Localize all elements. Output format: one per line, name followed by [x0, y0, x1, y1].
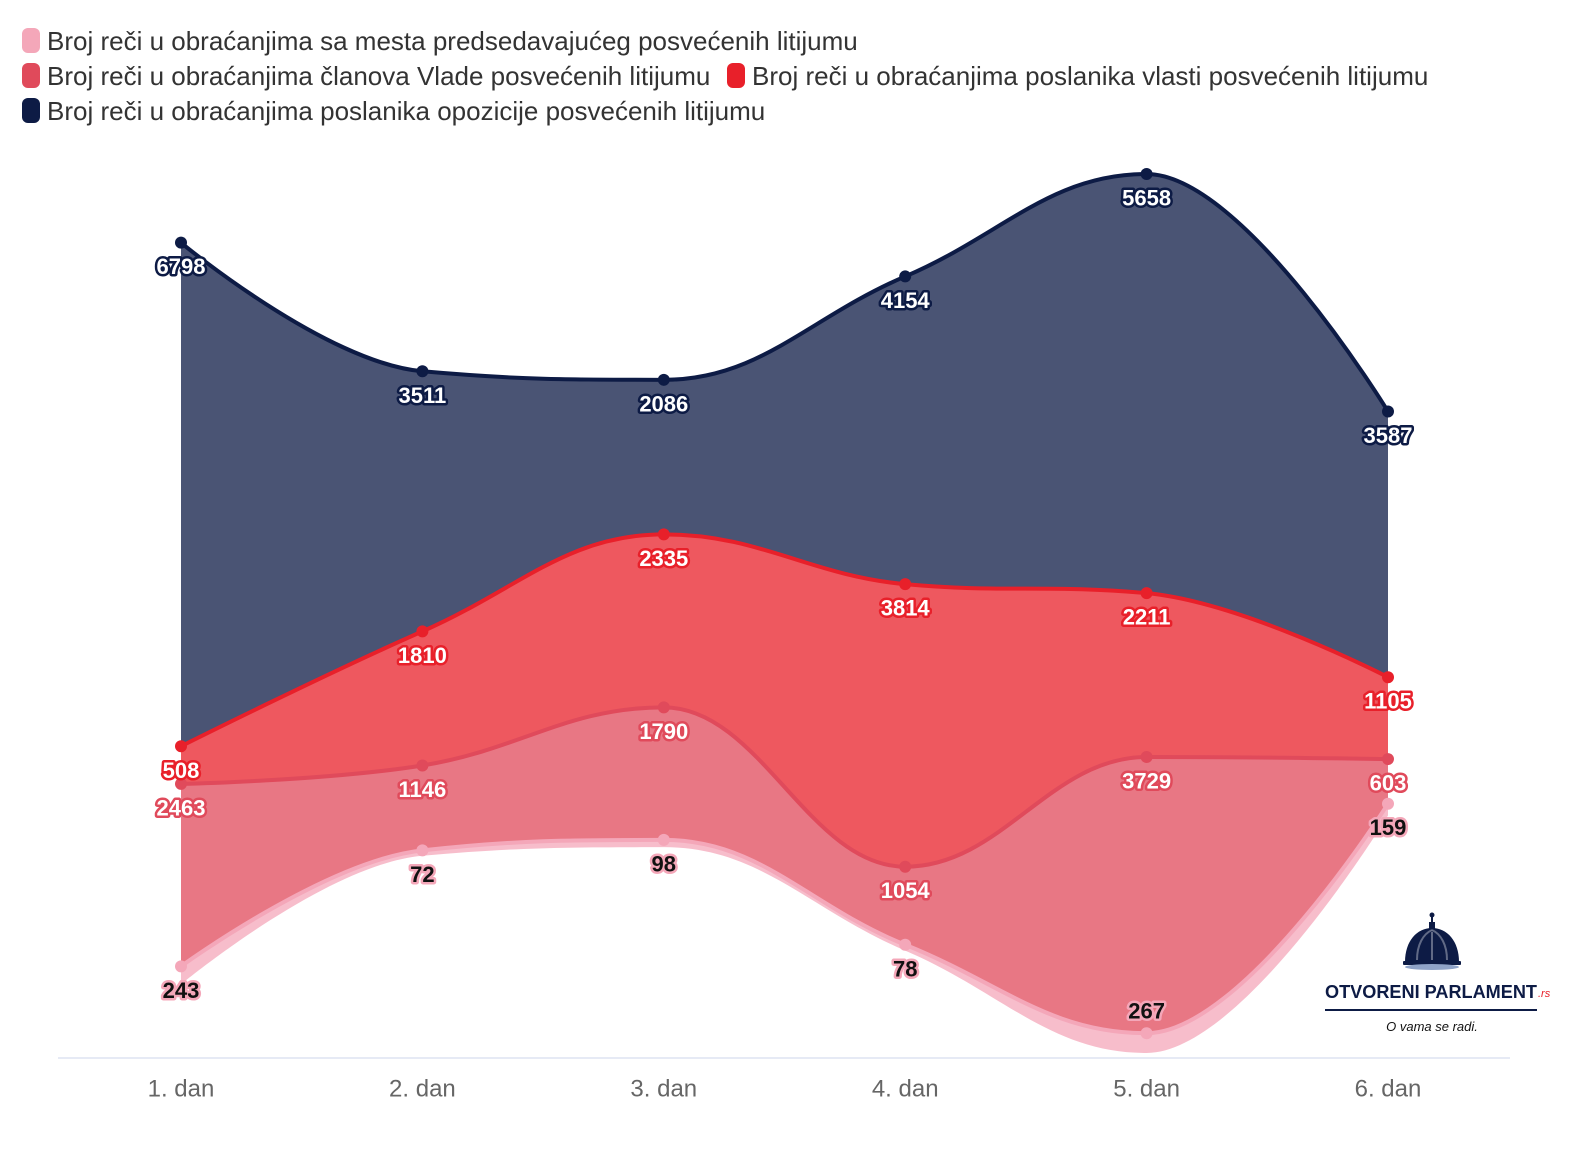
point-poslanici-opozicije: [416, 365, 429, 378]
point-vlada: [416, 759, 429, 772]
point-predsedavajuci: [899, 938, 912, 951]
data-label-poslanici-opozicije: 3587: [1364, 423, 1413, 448]
x-axis-label: 1. dan: [148, 1076, 215, 1103]
point-poslanici-vlasti: [899, 578, 912, 591]
series-areas: [181, 174, 1388, 1053]
point-predsedavajuci: [657, 833, 670, 846]
data-label-poslanici-vlasti: 2211: [1123, 605, 1171, 630]
legend-item-predsedavajuci[interactable]: Broj reči u obraćanjima sa mesta predsed…: [22, 26, 858, 56]
data-label-vlada: 1790: [639, 719, 688, 744]
point-poslanici-vlasti: [657, 528, 670, 541]
series-lines: [179, 172, 1390, 1036]
data-label-poslanici-vlasti: 2335: [639, 546, 688, 571]
data-label-poslanici-opozicije: 2086: [639, 391, 688, 416]
legend: Broj reči u obraćanjima sa mesta predsed…: [22, 26, 1428, 126]
x-axis-label: 5. dan: [1113, 1076, 1180, 1103]
area-vlada: [181, 707, 1388, 1034]
point-predsedavajuci: [175, 960, 187, 973]
line-poslanici-opozicije: [179, 172, 1390, 414]
legend-item-poslanici-opozicije[interactable]: Broj reči u obraćanjima poslanika opozic…: [22, 96, 765, 126]
point-vlada: [175, 777, 187, 790]
area-poslanici-vlasti: [181, 534, 1388, 867]
data-label-poslanici-vlasti: 1105: [1364, 689, 1412, 714]
legend-swatch-predsedavajuci: [22, 28, 40, 53]
legend-swatch-vlada: [22, 63, 40, 88]
point-poslanici-opozicije: [899, 270, 912, 283]
legend-label-vlada: Broj reči u obraćanjima članova Vlade po…: [47, 61, 710, 91]
point-poslanici-opozicije: [1140, 168, 1153, 181]
legend-label-poslanici-opozicije: Broj reči u obraćanjima poslanika opozic…: [47, 96, 765, 126]
data-label-poslanici-vlasti: 508: [163, 758, 200, 783]
data-labels: 243 72 98 78 267 159 2463 1146 1790 1054 3729 603 50…: [154, 183, 1415, 1026]
data-label-vlada: 3729: [1122, 768, 1171, 793]
x-axis-label: 2. dan: [389, 1076, 456, 1103]
data-label-predsedavajuci: 159: [1370, 815, 1407, 840]
x-axis: 1. dan 2. dan 3. dan 4. dan 5. dan 6. dan: [58, 1057, 1510, 1103]
legend-item-poslanici-vlasti[interactable]: Broj reči u obraćanjima poslanika vlasti…: [727, 61, 1428, 91]
area-poslanici-opozicije: [181, 174, 1388, 747]
data-label-poslanici-vlasti: 1810: [398, 643, 447, 668]
data-label-predsedavajuci: 98: [652, 851, 676, 876]
logo-name: OTVORENI PARLAMENT: [1325, 982, 1537, 1002]
legend-label-poslanici-vlasti: Broj reči u obraćanjima poslanika vlasti…: [752, 61, 1428, 91]
data-label-predsedavajuci: 243: [163, 978, 200, 1003]
line-vlada: [179, 705, 1390, 869]
data-label-poslanici-opozicije: 3511: [399, 383, 447, 408]
logo-tagline: O vama se radi.: [1386, 1019, 1478, 1034]
series-points: [175, 168, 1394, 1040]
point-poslanici-opozicije: [657, 373, 670, 386]
data-label-vlada: 2463: [157, 795, 206, 820]
point-poslanici-vlasti: [1382, 671, 1394, 684]
point-predsedavajuci: [1382, 797, 1394, 810]
data-label-vlada: 1054: [881, 878, 931, 903]
legend-swatch-poslanici-opozicije: [22, 98, 40, 123]
data-label-vlada: 1146: [399, 777, 447, 802]
x-axis-label: 4. dan: [872, 1076, 939, 1103]
data-label-poslanici-opozicije: 5658: [1122, 186, 1171, 211]
legend-swatch-poslanici-vlasti: [727, 63, 745, 88]
point-predsedavajuci: [1140, 1027, 1153, 1040]
point-poslanici-opozicije: [1382, 405, 1394, 418]
point-poslanici-opozicije: [175, 236, 187, 249]
data-label-poslanici-opozicije: 6798: [157, 254, 206, 279]
data-label-vlada: 603: [1370, 771, 1407, 796]
data-label-predsedavajuci: 267: [1128, 999, 1165, 1024]
point-vlada: [1382, 753, 1394, 766]
data-label-predsedavajuci: 78: [893, 956, 917, 981]
line-poslanici-vlasti: [179, 532, 1390, 749]
point-poslanici-vlasti: [175, 740, 187, 753]
point-predsedavajuci: [416, 844, 429, 857]
logo-tld: .rs: [1538, 988, 1551, 1000]
point-vlada: [657, 701, 670, 714]
dome-icon: [1403, 912, 1461, 970]
point-vlada: [1140, 750, 1153, 763]
legend-item-vlada[interactable]: Broj reči u obraćanjima članova Vlade po…: [22, 61, 710, 91]
point-poslanici-vlasti: [416, 625, 429, 638]
x-axis-label: 3. dan: [630, 1076, 697, 1103]
point-vlada: [899, 860, 912, 873]
point-poslanici-vlasti: [1140, 587, 1153, 600]
legend-label-predsedavajuci: Broj reči u obraćanjima sa mesta predsed…: [47, 26, 858, 56]
data-label-poslanici-opozicije: 4154: [881, 288, 931, 313]
data-label-poslanici-vlasti: 3814: [881, 596, 931, 621]
x-axis-label: 6. dan: [1355, 1076, 1422, 1103]
data-label-predsedavajuci: 72: [410, 862, 434, 887]
otvoreni-parlament-logo: OTVORENI PARLAMENT .rs O vama se radi.: [1325, 912, 1551, 1034]
line-predsedavajuci: [179, 801, 1390, 1036]
